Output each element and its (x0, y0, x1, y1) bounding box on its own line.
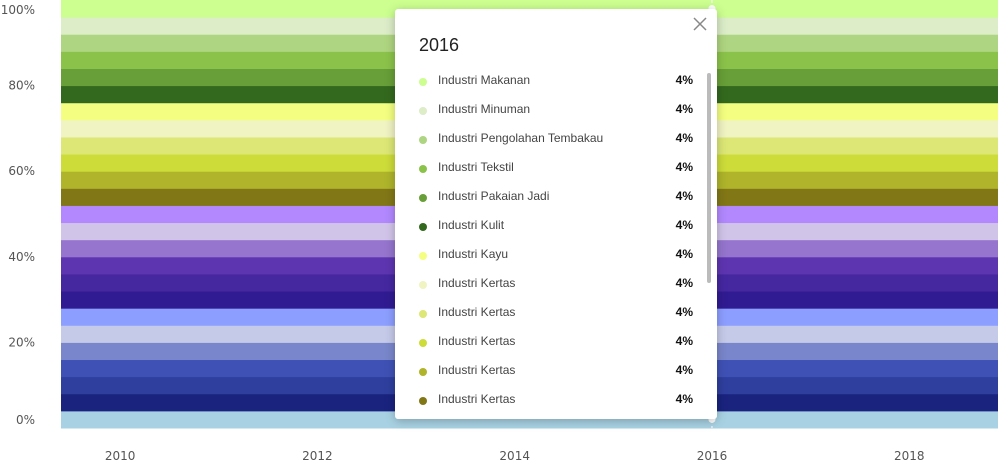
y-tick-label: 20% (8, 335, 35, 349)
tooltip-item: Industri Kertas 4% (419, 332, 699, 361)
legend-dot-icon (419, 165, 427, 173)
x-tick-label: 2016 (697, 449, 728, 463)
tooltip-item-name: Industri Pengolahan Tembakau (438, 131, 604, 145)
y-tick-label: 0% (16, 413, 35, 427)
y-tick-label: 80% (8, 79, 35, 93)
tooltip-item-value: 4% (675, 363, 693, 377)
area-band-1[interactable] (61, 410, 998, 429)
legend-dot-icon (419, 136, 427, 144)
tooltip-item-name: Industri Tekstil (438, 160, 514, 174)
tooltip-item: Industri Minuman 4% (419, 100, 699, 129)
tooltip-list: Industri Makanan 4% Industri Minuman 4% Indu… (419, 71, 699, 419)
y-tick-label: 60% (8, 164, 35, 178)
tooltip-item-name: Industri Kayu (438, 247, 509, 261)
tooltip-scrollbar[interactable] (707, 73, 711, 283)
x-tick-label: 2014 (499, 449, 530, 463)
tooltip-item-value: 4% (675, 305, 693, 319)
tooltip-item-name: Industri Minuman (438, 102, 531, 116)
tooltip-item-value: 4% (675, 276, 693, 290)
legend-dot-icon (419, 223, 427, 231)
tooltip-item: Industri Tekstil 4% (419, 158, 699, 187)
tooltip-item-value: 4% (675, 73, 693, 87)
legend-dot-icon (419, 194, 427, 202)
tooltip-item: Industri Pakaian Jadi 4% (419, 187, 699, 216)
x-tick-label: 2010 (105, 449, 136, 463)
area-band-25[interactable] (61, 0, 998, 18)
tooltip-item-name: Industri Kertas (438, 305, 516, 319)
legend-dot-icon (419, 368, 427, 376)
tooltip-item-name: Industri Kulit (438, 218, 505, 232)
tooltip-item-value: 4% (675, 131, 693, 145)
close-icon[interactable] (691, 15, 709, 33)
tooltip-title: 2016 (419, 35, 460, 55)
tooltip-item-name: Industri Kertas (438, 363, 516, 377)
tooltip-item-value: 4% (675, 218, 693, 232)
legend-dot-icon (419, 397, 427, 405)
tooltip-item-value: 4% (675, 247, 693, 261)
legend-dot-icon (419, 310, 427, 318)
tooltip-item-value: 4% (675, 392, 693, 406)
x-axis: 2010 2012 2014 2016 2018 (105, 449, 925, 463)
tooltip-item-name: Industri Kertas (438, 276, 516, 290)
y-axis: 0% 20% 40% 60% 80% 100% (1, 3, 35, 427)
tooltip-item-value: 4% (675, 334, 693, 348)
tooltip-item: Industri Kulit 4% (419, 216, 699, 245)
tooltip-item: Industri Kertas 4% (419, 361, 699, 390)
tooltip-item: Industri Kertas 4% (419, 303, 699, 332)
y-tick-label: 40% (8, 250, 35, 264)
legend-dot-icon (419, 339, 427, 347)
tooltip-item-name: Industri Makanan (438, 73, 531, 87)
tooltip-item-name: Industri Pakaian Jadi (438, 189, 550, 203)
tooltip-item: Industri Kayu 4% (419, 245, 699, 274)
tooltip-item: Industri Kertas 4% (419, 390, 699, 419)
y-tick-label: 100% (1, 3, 35, 17)
legend-dot-icon (419, 281, 427, 289)
legend-dot-icon (419, 78, 427, 86)
tooltip-item-name: Industri Kertas (438, 334, 516, 348)
x-tick-label: 2018 (894, 449, 925, 463)
tooltip-item-value: 4% (675, 102, 693, 116)
tooltip-item: Industri Makanan 4% (419, 71, 699, 100)
legend-dot-icon (419, 252, 427, 260)
tooltip-item-name: Industri Kertas (438, 392, 516, 406)
tooltip-item-value: 4% (675, 189, 693, 203)
tooltip-panel: 2016 Industri Makanan 4% Industri Minuman 4… (395, 9, 717, 419)
tooltip-item-value: 4% (675, 160, 693, 174)
tooltip-item: Industri Pengolahan Tembakau 4% (419, 129, 699, 158)
legend-dot-icon (419, 107, 427, 115)
tooltip-item: Industri Kertas 4% (419, 274, 699, 303)
x-tick-label: 2012 (302, 449, 333, 463)
